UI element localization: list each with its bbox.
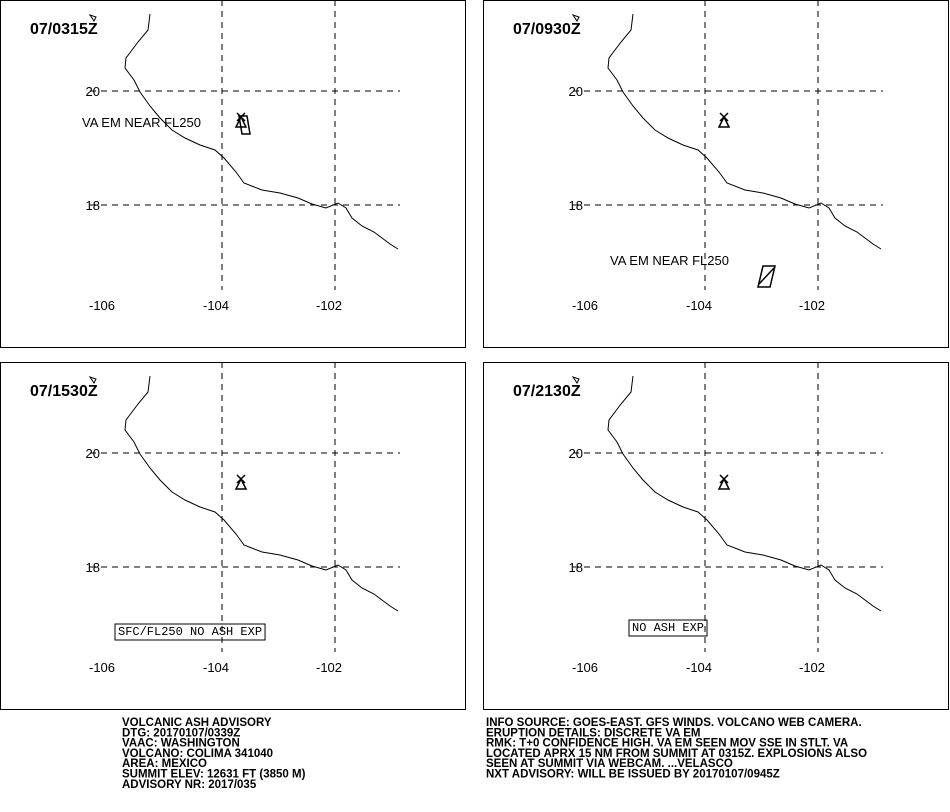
- info-line: ERUPTION DETAILS: DISCRETE VA EM: [486, 727, 700, 739]
- advisory-line: DTG: 20170107/0339Z: [122, 727, 240, 739]
- valid-time: 07/0930Z: [513, 21, 581, 38]
- panel-frame: [0, 0, 466, 348]
- coastline: [607, 13, 882, 250]
- info-line: LOCATED APRX 15 NM FROM SUMMIT AT 0315Z.…: [486, 748, 867, 760]
- advisory-line: AREA: MEXICO: [122, 758, 207, 770]
- map-panel: 20 18 -106 -104 -102 07/2130Z NO ASH EXP: [483, 362, 949, 710]
- panel-frame: [483, 362, 949, 710]
- volcano-icon: [717, 474, 731, 490]
- annotation-box: [628, 619, 708, 637]
- ash-area: [238, 115, 251, 135]
- info-line: NXT ADVISORY: WILL BE ISSUED BY 20170107…: [486, 769, 780, 781]
- lon-label: -106: [572, 660, 598, 675]
- lon-label: -102: [316, 298, 342, 313]
- annotation-box: [114, 623, 266, 641]
- info-line: RMK: T+0 CONFIDENCE HIGH. VA EM SEEN MOV…: [486, 738, 848, 750]
- lat-label: 18: [569, 560, 583, 575]
- lon-label: -106: [89, 660, 115, 675]
- valid-time: 07/0315Z: [30, 21, 98, 38]
- info-line: INFO SOURCE: GOES-EAST. GFS WINDS. VOLCA…: [486, 717, 862, 729]
- annotation: VA EM NEAR FL250: [610, 253, 729, 268]
- panel-frame: [483, 0, 949, 348]
- lon-label: -106: [89, 298, 115, 313]
- advisory-line: VAAC: WASHINGTON: [122, 738, 240, 750]
- lat-label: 18: [86, 198, 100, 213]
- lon-label: -102: [799, 298, 825, 313]
- map-panel: 20 18 -106 -104 -102 07/0315Z VA EM NEAR FL250: [0, 0, 466, 348]
- island: [571, 376, 580, 384]
- lat-label: 18: [569, 198, 583, 213]
- lon-label: -106: [572, 298, 598, 313]
- island: [571, 14, 580, 22]
- valid-time: 07/1530Z: [30, 383, 98, 400]
- advisory-line: ADVISORY NR: 2017/035: [122, 779, 257, 791]
- island: [88, 376, 97, 384]
- lat-label: 20: [86, 84, 100, 99]
- ash-area: [757, 265, 776, 288]
- lat-label: 20: [569, 84, 583, 99]
- volcano-icon: [234, 474, 248, 490]
- advisory-line: SUMMIT ELEV: 12631 FT (3850 M): [122, 769, 306, 781]
- map-panel: 20 18 -106 -104 -102 07/1530Z SFC/FL250 NO ASH…: [0, 362, 466, 710]
- map-panel: 20 18 -106 -104 -102 07/0930Z VA EM NEAR FL250: [483, 0, 949, 348]
- lon-label: -104: [203, 660, 229, 675]
- lon-label: -104: [203, 298, 229, 313]
- coastline: [124, 13, 399, 250]
- lat-label: 20: [86, 446, 100, 461]
- panel-frame: [0, 362, 466, 710]
- advisory-line: VOLCANO: COLIMA 341040: [122, 748, 273, 760]
- lon-label: -104: [686, 660, 712, 675]
- lon-label: -104: [686, 298, 712, 313]
- lat-label: 18: [86, 560, 100, 575]
- annotation: SFC/FL250 NO ASH EXP: [118, 625, 262, 639]
- lon-label: -102: [316, 660, 342, 675]
- coastline: [607, 375, 882, 612]
- coastline: [124, 375, 399, 612]
- lon-label: -102: [799, 660, 825, 675]
- annotation: VA EM NEAR FL250: [82, 115, 201, 130]
- lat-label: 20: [569, 446, 583, 461]
- volcano-icon: [717, 112, 731, 128]
- valid-time: 07/2130Z: [513, 383, 581, 400]
- island: [88, 14, 97, 22]
- advisory-line: VOLCANIC ASH ADVISORY: [122, 717, 272, 729]
- annotation: NO ASH EXP: [632, 621, 704, 635]
- info-line: SEEN AT SUMMIT VIA WEBCAM. ...VELASCO: [486, 758, 733, 770]
